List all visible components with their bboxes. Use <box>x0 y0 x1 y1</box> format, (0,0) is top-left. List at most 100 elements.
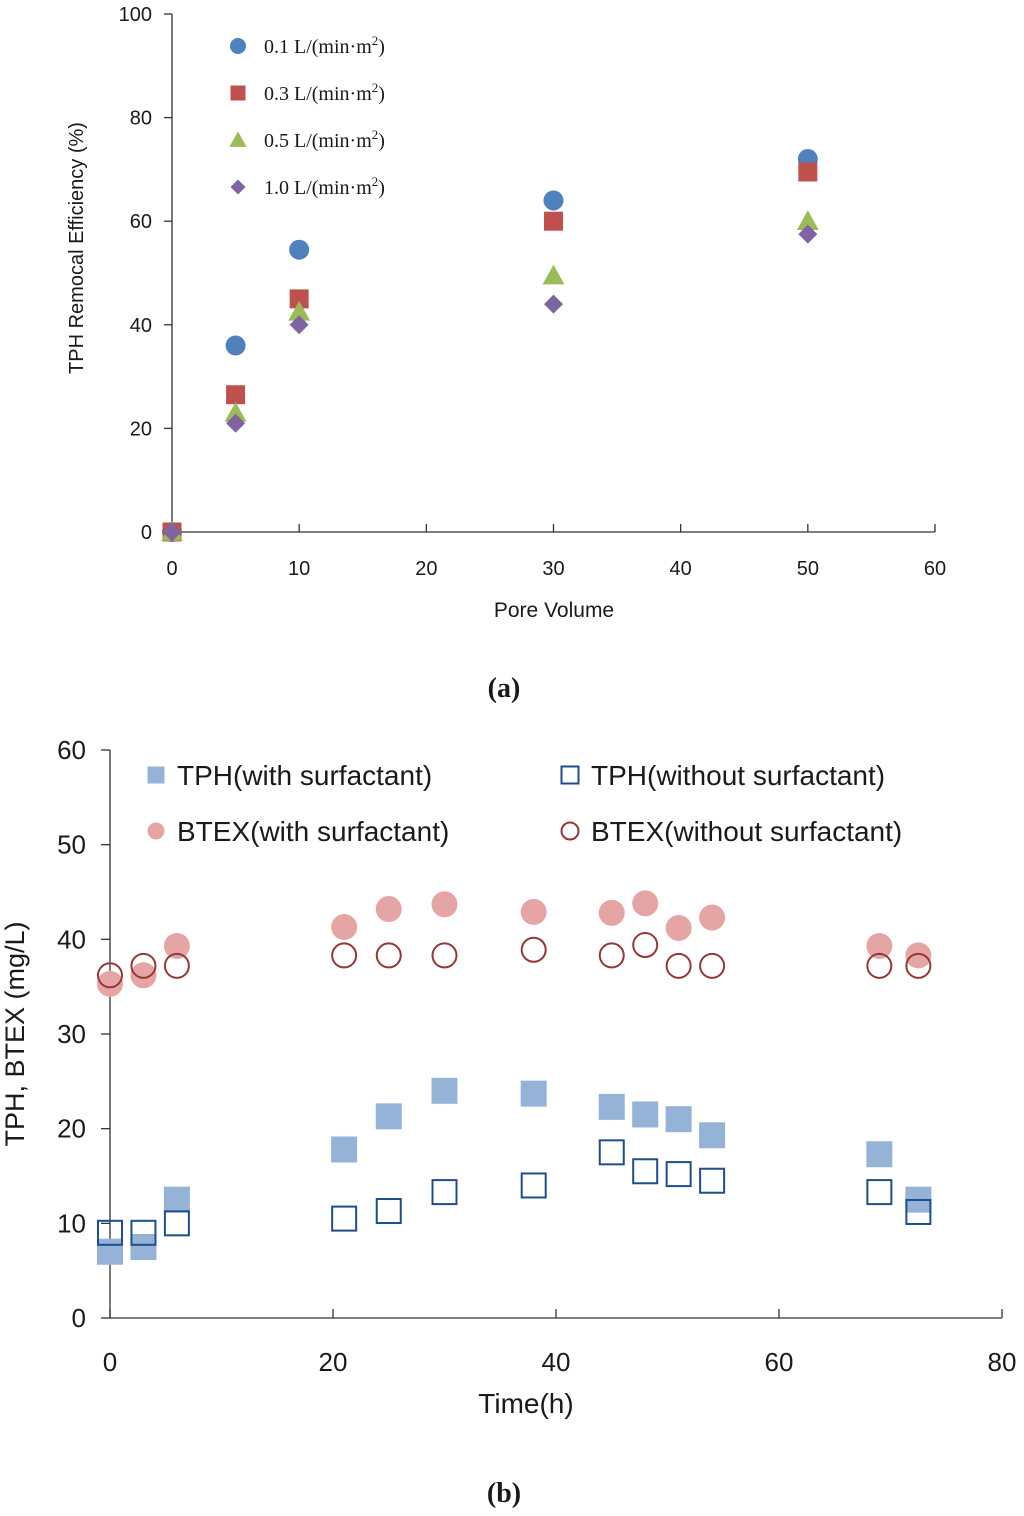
panel-b-y-tick-label: 40 <box>57 924 86 954</box>
panel-a-data-points <box>161 149 819 542</box>
panel-b-point-tph-with-surfactant <box>665 1106 692 1133</box>
panel-b-point-tph-with-surfactant <box>431 1077 458 1104</box>
panel-b-point-tph-without-surfactant <box>905 1198 932 1225</box>
panel-b-legend-label-tph-with-surfactant: TPH(with surfactant) <box>177 760 432 791</box>
panel-b-data-points <box>97 890 932 1265</box>
panel-a-legend-label-2: 0.3 L/(min·m2) <box>264 80 385 105</box>
panel-b-point-btex-without-surfactant <box>866 952 893 979</box>
panel-b-point-btex-with-surfactant <box>520 898 547 925</box>
panel-b-point-btex-with-surfactant <box>130 962 157 989</box>
panel-b-point-tph-without-surfactant <box>331 1205 358 1232</box>
panel-a-x-tick-label: 10 <box>288 558 310 580</box>
panel-b-point-btex-with-surfactant <box>375 896 402 923</box>
panel-b-legend-label-tph-without-surfactant: TPH(without surfactant) <box>591 760 885 791</box>
panel-b-y-tick-label: 30 <box>57 1019 86 1049</box>
panel-b-legend: TPH(with surfactant) TPH(without surfacta… <box>147 760 902 847</box>
panel-b-x-tick-label: 80 <box>988 1347 1017 1377</box>
panel-b-point-btex-with-surfactant <box>866 932 893 959</box>
panel-b-point-btex-with-surfactant <box>632 890 659 917</box>
panel-b-legend-label-btex-without-surfactant: BTEX(without surfactant) <box>591 816 902 847</box>
panel-b-point-btex-without-surfactant <box>905 952 932 979</box>
panel-a-point-series-2 <box>544 211 563 231</box>
panel-b-legend-marker-tph-with-surfactant <box>147 766 165 784</box>
panel-a-point-series-4 <box>162 522 182 542</box>
panel-a-point-series-3 <box>542 264 565 285</box>
panel-a-legend-marker-3 <box>229 131 247 147</box>
panel-b-point-tph-without-surfactant <box>699 1167 726 1194</box>
panel-b-point-btex-with-surfactant <box>905 942 932 969</box>
panel-b-point-tph-without-surfactant <box>375 1198 402 1225</box>
panel-a-x-tick-label: 20 <box>415 558 437 580</box>
panel-b-point-btex-with-surfactant <box>163 932 190 959</box>
panel-a-caption: (a) <box>488 673 521 704</box>
panel-b-x-axis-label: Time(h) <box>478 1388 573 1419</box>
panel-b-caption: (b) <box>487 1478 521 1509</box>
panel-a-x-tick-label: 50 <box>797 558 819 580</box>
panel-b-point-btex-without-surfactant <box>97 962 123 989</box>
panel-b-point-btex-with-surfactant <box>97 970 123 997</box>
panel-a-point-series-2 <box>289 289 309 309</box>
panel-b-point-tph-without-surfactant <box>130 1219 157 1246</box>
panel-b-x-tick-label: 20 <box>319 1347 348 1377</box>
panel-b-chart: 0 20 40 60 80 0 10 20 30 40 50 60 Time(h) TPH, BTEX… <box>0 735 1016 1509</box>
panel-a-x-tick-label: 30 <box>542 558 564 580</box>
panel-a-x-tick-label: 40 <box>670 558 692 580</box>
panel-b-point-btex-without-surfactant <box>598 942 625 969</box>
panel-b-y-axis-label: TPH, BTEX (mg/L) <box>0 921 30 1146</box>
panel-a-point-series-4 <box>226 413 246 433</box>
panel-b-point-tph-without-surfactant <box>431 1179 458 1206</box>
panel-a-ticks <box>164 13 936 533</box>
panel-b-point-btex-without-surfactant <box>632 932 659 959</box>
panel-b-point-tph-with-surfactant <box>866 1141 893 1168</box>
panel-b-point-tph-with-surfactant <box>130 1234 157 1260</box>
panel-a-y-tick-label: 40 <box>130 315 152 337</box>
panel-a-point-series-3 <box>796 210 819 230</box>
panel-b-x-tick-label: 60 <box>765 1347 794 1377</box>
panel-b-legend-marker-tph-without-surfactant <box>560 765 580 785</box>
panel-a-point-series-1 <box>289 239 310 260</box>
panel-b-y-tick-label: 20 <box>57 1114 86 1144</box>
panel-b-point-tph-with-surfactant <box>163 1186 190 1213</box>
panel-b-point-btex-without-surfactant <box>375 942 402 969</box>
panel-a-point-series-4 <box>544 294 563 314</box>
panel-b-y-tick-label: 10 <box>57 1208 86 1238</box>
panel-a-legend-label-4: 1.0 L/(min·m2) <box>264 174 385 199</box>
panel-b-point-tph-with-surfactant <box>375 1103 402 1130</box>
panel-a-tick-labels: 0 10 20 30 40 50 60 0 20 40 60 80 100 <box>119 4 947 580</box>
panel-b-point-tph-with-surfactant <box>97 1238 123 1265</box>
panel-b-point-tph-with-surfactant <box>699 1122 726 1149</box>
panel-a-y-axis-label: TPH Remocal Efficiency (%) <box>66 122 88 374</box>
panel-b-point-tph-without-surfactant <box>632 1158 659 1185</box>
panel-b-point-btex-without-surfactant <box>699 952 726 979</box>
panel-a-y-tick-label: 0 <box>141 522 152 544</box>
panel-b-point-btex-without-surfactant <box>331 942 358 969</box>
panel-b-point-btex-without-surfactant <box>431 942 458 969</box>
panel-a-y-tick-label: 100 <box>119 4 152 26</box>
panel-a-legend-marker-1 <box>230 38 246 54</box>
panel-a-chart: 0 10 20 30 40 50 60 0 20 40 60 80 100 Pore Volume TP… <box>66 4 946 704</box>
panel-a-point-series-2 <box>798 162 818 182</box>
panel-b-point-tph-with-surfactant <box>520 1080 547 1107</box>
panel-b-point-btex-with-surfactant <box>431 891 458 918</box>
panel-b-point-tph-without-surfactant <box>163 1210 190 1237</box>
panel-b-point-btex-without-surfactant <box>520 936 547 963</box>
panel-a-legend-label-1: 0.1 L/(min·m2) <box>264 33 385 58</box>
panel-b-point-tph-without-surfactant <box>598 1139 625 1166</box>
panel-b-point-tph-with-surfactant <box>598 1093 625 1120</box>
panel-a-point-series-2 <box>226 385 246 405</box>
panel-b-x-tick-label: 0 <box>103 1347 117 1377</box>
panel-b-point-btex-without-surfactant <box>665 952 692 979</box>
panel-a-y-tick-label: 20 <box>130 418 152 440</box>
panel-a-y-tick-label: 80 <box>130 108 152 130</box>
panel-b-legend-marker-btex-with-surfactant <box>147 822 165 840</box>
panel-b-point-tph-with-surfactant <box>632 1101 659 1128</box>
panel-b-y-tick-label: 0 <box>72 1303 86 1333</box>
panel-b-tick-labels: 0 20 40 60 80 0 10 20 30 40 50 60 <box>57 735 1016 1377</box>
panel-a-point-series-3 <box>224 401 247 422</box>
panel-b-y-tick-label: 50 <box>57 830 86 860</box>
panel-b-point-btex-without-surfactant <box>130 952 157 979</box>
panel-a-point-series-1 <box>225 335 246 356</box>
panel-b-point-btex-with-surfactant <box>665 914 692 941</box>
panel-a-legend: 0.1 L/(min·m2) 0.3 L/(min·m2) 0.5 L/(min·m… <box>229 33 385 199</box>
